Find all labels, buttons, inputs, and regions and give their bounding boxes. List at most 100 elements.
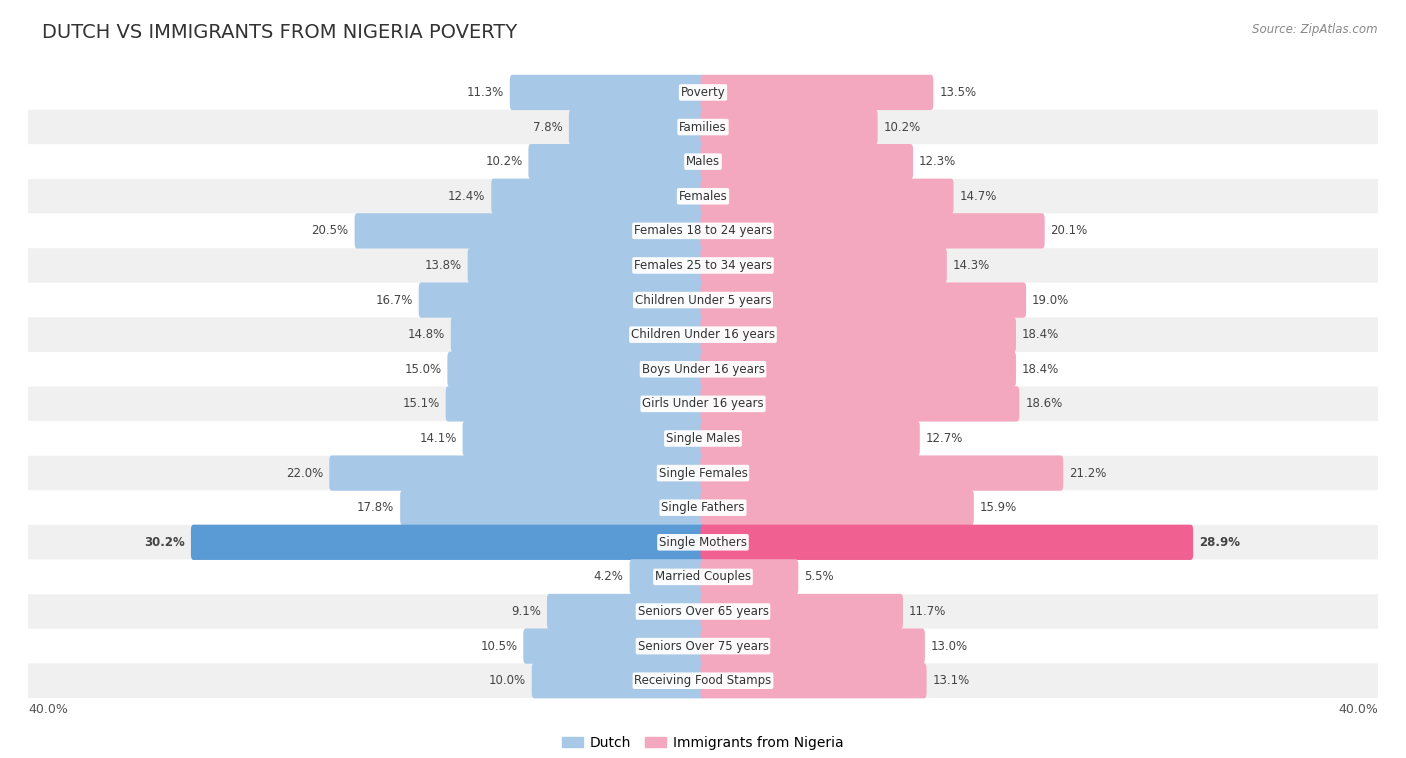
Text: Females: Females bbox=[679, 190, 727, 202]
FancyBboxPatch shape bbox=[28, 144, 1378, 179]
FancyBboxPatch shape bbox=[700, 387, 1019, 421]
FancyBboxPatch shape bbox=[28, 75, 1378, 110]
Text: 4.2%: 4.2% bbox=[593, 571, 624, 584]
Text: 7.8%: 7.8% bbox=[533, 121, 562, 133]
Text: Females 25 to 34 years: Females 25 to 34 years bbox=[634, 259, 772, 272]
Text: 13.5%: 13.5% bbox=[939, 86, 976, 99]
Text: Single Fathers: Single Fathers bbox=[661, 501, 745, 514]
FancyBboxPatch shape bbox=[547, 594, 706, 629]
Text: 20.5%: 20.5% bbox=[312, 224, 349, 237]
Text: 14.1%: 14.1% bbox=[419, 432, 457, 445]
Text: Seniors Over 65 years: Seniors Over 65 years bbox=[637, 605, 769, 618]
FancyBboxPatch shape bbox=[531, 663, 706, 698]
Text: Children Under 5 years: Children Under 5 years bbox=[634, 293, 772, 306]
Text: Children Under 16 years: Children Under 16 years bbox=[631, 328, 775, 341]
FancyBboxPatch shape bbox=[700, 490, 974, 525]
Text: Source: ZipAtlas.com: Source: ZipAtlas.com bbox=[1253, 23, 1378, 36]
FancyBboxPatch shape bbox=[28, 283, 1378, 318]
Text: 40.0%: 40.0% bbox=[1339, 703, 1378, 716]
Text: DUTCH VS IMMIGRANTS FROM NIGERIA POVERTY: DUTCH VS IMMIGRANTS FROM NIGERIA POVERTY bbox=[42, 23, 517, 42]
FancyBboxPatch shape bbox=[569, 109, 706, 145]
Text: 21.2%: 21.2% bbox=[1069, 467, 1107, 480]
Text: 10.2%: 10.2% bbox=[883, 121, 921, 133]
FancyBboxPatch shape bbox=[700, 213, 1045, 249]
Text: 14.8%: 14.8% bbox=[408, 328, 444, 341]
FancyBboxPatch shape bbox=[700, 109, 877, 145]
FancyBboxPatch shape bbox=[700, 525, 1194, 560]
FancyBboxPatch shape bbox=[463, 421, 706, 456]
Text: 12.4%: 12.4% bbox=[449, 190, 485, 202]
FancyBboxPatch shape bbox=[700, 559, 799, 594]
FancyBboxPatch shape bbox=[329, 456, 706, 490]
Text: 15.1%: 15.1% bbox=[402, 397, 440, 410]
Text: Seniors Over 75 years: Seniors Over 75 years bbox=[637, 640, 769, 653]
FancyBboxPatch shape bbox=[28, 525, 1378, 559]
FancyBboxPatch shape bbox=[419, 283, 706, 318]
FancyBboxPatch shape bbox=[28, 594, 1378, 629]
FancyBboxPatch shape bbox=[28, 318, 1378, 352]
FancyBboxPatch shape bbox=[28, 352, 1378, 387]
FancyBboxPatch shape bbox=[700, 594, 903, 629]
Text: 15.9%: 15.9% bbox=[980, 501, 1017, 514]
Text: 19.0%: 19.0% bbox=[1032, 293, 1069, 306]
Text: 12.3%: 12.3% bbox=[920, 155, 956, 168]
FancyBboxPatch shape bbox=[700, 456, 1063, 490]
FancyBboxPatch shape bbox=[630, 559, 706, 594]
Text: 18.4%: 18.4% bbox=[1022, 363, 1059, 376]
Text: Boys Under 16 years: Boys Under 16 years bbox=[641, 363, 765, 376]
Text: Married Couples: Married Couples bbox=[655, 571, 751, 584]
Text: Females 18 to 24 years: Females 18 to 24 years bbox=[634, 224, 772, 237]
Text: 22.0%: 22.0% bbox=[287, 467, 323, 480]
FancyBboxPatch shape bbox=[354, 213, 706, 249]
FancyBboxPatch shape bbox=[451, 317, 706, 352]
FancyBboxPatch shape bbox=[28, 490, 1378, 525]
Text: 18.4%: 18.4% bbox=[1022, 328, 1059, 341]
FancyBboxPatch shape bbox=[447, 352, 706, 387]
FancyBboxPatch shape bbox=[28, 248, 1378, 283]
FancyBboxPatch shape bbox=[446, 387, 706, 421]
FancyBboxPatch shape bbox=[700, 75, 934, 110]
FancyBboxPatch shape bbox=[523, 628, 706, 664]
Text: 14.7%: 14.7% bbox=[959, 190, 997, 202]
Legend: Dutch, Immigrants from Nigeria: Dutch, Immigrants from Nigeria bbox=[557, 730, 849, 755]
Text: 13.8%: 13.8% bbox=[425, 259, 461, 272]
FancyBboxPatch shape bbox=[700, 179, 953, 214]
Text: 28.9%: 28.9% bbox=[1199, 536, 1240, 549]
Text: 9.1%: 9.1% bbox=[512, 605, 541, 618]
Text: 11.3%: 11.3% bbox=[467, 86, 503, 99]
Text: 14.3%: 14.3% bbox=[953, 259, 990, 272]
Text: 20.1%: 20.1% bbox=[1050, 224, 1088, 237]
FancyBboxPatch shape bbox=[28, 179, 1378, 214]
FancyBboxPatch shape bbox=[700, 144, 912, 180]
Text: Families: Families bbox=[679, 121, 727, 133]
FancyBboxPatch shape bbox=[28, 110, 1378, 144]
FancyBboxPatch shape bbox=[191, 525, 706, 560]
Text: 11.7%: 11.7% bbox=[908, 605, 946, 618]
FancyBboxPatch shape bbox=[28, 421, 1378, 456]
FancyBboxPatch shape bbox=[700, 421, 920, 456]
FancyBboxPatch shape bbox=[28, 629, 1378, 663]
FancyBboxPatch shape bbox=[28, 387, 1378, 421]
Text: Males: Males bbox=[686, 155, 720, 168]
Text: 15.0%: 15.0% bbox=[405, 363, 441, 376]
FancyBboxPatch shape bbox=[700, 248, 946, 283]
FancyBboxPatch shape bbox=[28, 214, 1378, 248]
Text: 10.5%: 10.5% bbox=[481, 640, 517, 653]
Text: 17.8%: 17.8% bbox=[357, 501, 394, 514]
Text: Receiving Food Stamps: Receiving Food Stamps bbox=[634, 674, 772, 688]
Text: 18.6%: 18.6% bbox=[1025, 397, 1063, 410]
FancyBboxPatch shape bbox=[28, 663, 1378, 698]
FancyBboxPatch shape bbox=[401, 490, 706, 525]
Text: 30.2%: 30.2% bbox=[145, 536, 186, 549]
Text: Single Females: Single Females bbox=[658, 467, 748, 480]
FancyBboxPatch shape bbox=[529, 144, 706, 180]
FancyBboxPatch shape bbox=[510, 75, 706, 110]
FancyBboxPatch shape bbox=[700, 663, 927, 698]
Text: 13.0%: 13.0% bbox=[931, 640, 967, 653]
FancyBboxPatch shape bbox=[700, 283, 1026, 318]
Text: Girls Under 16 years: Girls Under 16 years bbox=[643, 397, 763, 410]
FancyBboxPatch shape bbox=[700, 628, 925, 664]
Text: 5.5%: 5.5% bbox=[804, 571, 834, 584]
FancyBboxPatch shape bbox=[700, 352, 1017, 387]
FancyBboxPatch shape bbox=[700, 317, 1017, 352]
